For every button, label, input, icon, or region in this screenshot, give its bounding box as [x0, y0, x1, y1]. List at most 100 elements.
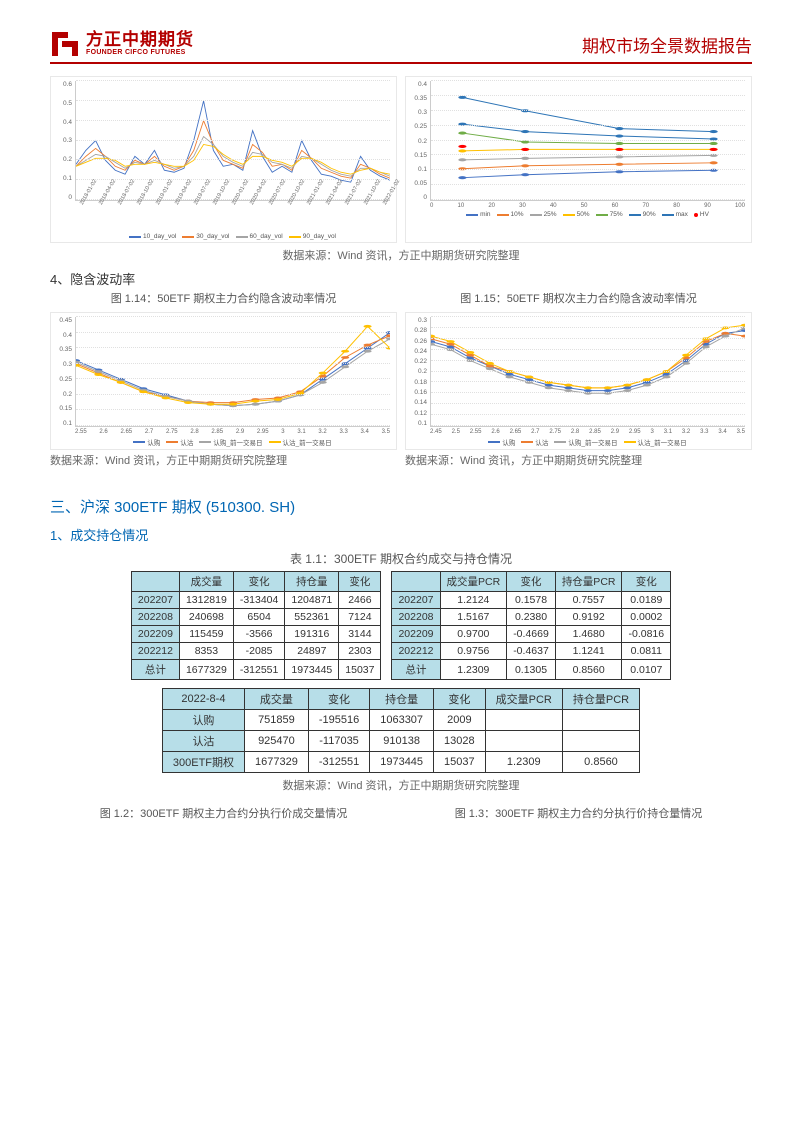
table-cell: -2085	[233, 643, 285, 660]
table-header: 成交量	[179, 572, 233, 592]
source-note-2b: 数据来源：Wind 资讯，方正中期期货研究院整理	[405, 452, 752, 468]
table-pcr: 成交量PCR变化持仓量PCR变化2022071.21240.15780.7557…	[391, 571, 671, 680]
table-volume-oi: 成交量变化持仓量变化2022071312819-3134041204871246…	[131, 571, 382, 680]
source-note-3: 数据来源：Wind 资讯，方正中期期货研究院整理	[50, 777, 752, 793]
table-cell: -117035	[308, 731, 369, 752]
row-header: 202209	[392, 626, 440, 643]
row-header: 总计	[392, 660, 440, 680]
source-note-2a: 数据来源：Wind 资讯，方正中期期货研究院整理	[50, 452, 397, 468]
table-row: 2022128353-2085248972303	[131, 643, 381, 660]
row-header: 202207	[392, 592, 440, 609]
source-note-1: 数据来源：Wind 资讯，方正中期期货研究院整理	[50, 247, 752, 263]
table-cell: 15037	[339, 660, 381, 680]
table-row: 总计1.23090.13050.85600.0107	[392, 660, 671, 680]
table-header: 持仓量PCR	[562, 689, 639, 710]
table-cell: 0.0002	[622, 609, 671, 626]
table-row: 认购751859-19551610633072009	[162, 710, 639, 731]
table-row: 2022071.21240.15780.75570.0189	[392, 592, 671, 609]
section-3-title: 三、沪深 300ETF 期权 (510300. SH)	[50, 496, 752, 517]
legend-item: max	[662, 211, 688, 218]
table-cell: 2466	[339, 592, 381, 609]
table-cell: 1.1241	[555, 643, 622, 660]
table-cell: 0.1578	[507, 592, 556, 609]
table-header: 持仓量	[370, 689, 434, 710]
page-header: 方正中期期货 FOUNDER CIFCO FUTURES 期权市场全景数据报告	[50, 30, 752, 64]
table-cell: 910138	[370, 731, 434, 752]
table-cell: 0.2380	[507, 609, 556, 626]
table-cell: 1063307	[370, 710, 434, 731]
table-header: 变化	[233, 572, 285, 592]
table-cell	[562, 731, 639, 752]
tables-row-1: 成交量变化持仓量变化2022071312819-3134041204871246…	[50, 571, 752, 680]
table-cell: 7124	[339, 609, 381, 626]
table-cell: 0.1305	[507, 660, 556, 680]
table-cell: 8353	[179, 643, 233, 660]
table-header: 成交量	[245, 689, 309, 710]
row-header: 202209	[131, 626, 179, 643]
table-cell: -0.4637	[507, 643, 556, 660]
table-cell	[562, 710, 639, 731]
table-cell: 0.9756	[440, 643, 507, 660]
legend-item: 75%	[596, 211, 623, 218]
row-header: 认购	[162, 710, 244, 731]
table-cell: 1312819	[179, 592, 233, 609]
row-header: 认沽	[162, 731, 244, 752]
legend-item: 认购	[488, 437, 515, 447]
table-summary: 2022-8-4成交量变化持仓量变化成交量PCR持仓量PCR认购751859-1…	[162, 688, 640, 773]
row-header: 202212	[131, 643, 179, 660]
logo-text-en: FOUNDER CIFCO FUTURES	[86, 49, 194, 56]
table-1-1-caption: 表 1.1：300ETF 期权合约成交与持仓情况	[50, 550, 752, 567]
table-cell: 1.2309	[440, 660, 507, 680]
legend-item: 10%	[497, 211, 524, 218]
legend-item: 30_day_vol	[182, 233, 229, 240]
row-header: 202208	[392, 609, 440, 626]
table-cell: 751859	[245, 710, 309, 731]
table-header: 成交量PCR	[440, 572, 507, 592]
table-cell: 0.0107	[622, 660, 671, 680]
fig-1-15-caption: 图 1.15：50ETF 期权次主力合约隐含波动率情况	[405, 290, 752, 306]
table-cell: 24897	[285, 643, 339, 660]
table-row: 202209115459-35661913163144	[131, 626, 381, 643]
legend-item: 认购_前一交易日	[199, 437, 262, 447]
section-3-sub1: 1、成交持仓情况	[50, 525, 752, 544]
table-cell: 1.4680	[555, 626, 622, 643]
table-cell: 0.9700	[440, 626, 507, 643]
table-cell: 115459	[179, 626, 233, 643]
table-cell: 2009	[434, 710, 486, 731]
table-header: 变化	[339, 572, 381, 592]
table-cell: 1204871	[285, 592, 339, 609]
row-header: 300ETF期权	[162, 752, 244, 773]
legend-item: 认购	[133, 437, 160, 447]
table-cell: 3144	[339, 626, 381, 643]
legend-item: 50%	[563, 211, 590, 218]
table-cell: -313404	[233, 592, 285, 609]
chart-vol-percentiles: 0.40.350.30.250.20.150.10.050 0102030405…	[405, 76, 752, 243]
legend-item: 60_day_vol	[236, 233, 283, 240]
section-4-header: 4、隐含波动率	[50, 269, 752, 288]
fig-1-2-caption: 图 1.2：300ETF 期权主力合约分执行价成交量情况	[50, 805, 397, 821]
table-header: 持仓量PCR	[555, 572, 622, 592]
top-charts-row: 0.60.50.40.30.20.10 2018-01-022018-04-02…	[50, 76, 752, 243]
row-header: 202207	[131, 592, 179, 609]
table-cell: 1.5167	[440, 609, 507, 626]
legend-item: 认沽	[521, 437, 548, 447]
table-header: 成交量PCR	[485, 689, 562, 710]
table-header: 变化	[507, 572, 556, 592]
fig-1-3-caption: 图 1.3：300ETF 期权主力合约分执行价持仓量情况	[405, 805, 752, 821]
table-cell: 0.9192	[555, 609, 622, 626]
table-row: 认沽925470-11703591013813028	[162, 731, 639, 752]
table-header	[131, 572, 179, 592]
legend-item: HV	[694, 211, 709, 218]
table-cell: 0.8560	[562, 752, 639, 773]
table-cell: 0.7557	[555, 592, 622, 609]
table-cell: 191316	[285, 626, 339, 643]
legend-item: 认沽_前一交易日	[269, 437, 332, 447]
table-cell: 1.2309	[485, 752, 562, 773]
row-header: 总计	[131, 660, 179, 680]
table-cell: 925470	[245, 731, 309, 752]
table-cell: 1973445	[370, 752, 434, 773]
logo-icon	[50, 30, 80, 58]
logo-block: 方正中期期货 FOUNDER CIFCO FUTURES	[50, 30, 194, 58]
table-cell	[485, 710, 562, 731]
table-cell: 1677329	[245, 752, 309, 773]
